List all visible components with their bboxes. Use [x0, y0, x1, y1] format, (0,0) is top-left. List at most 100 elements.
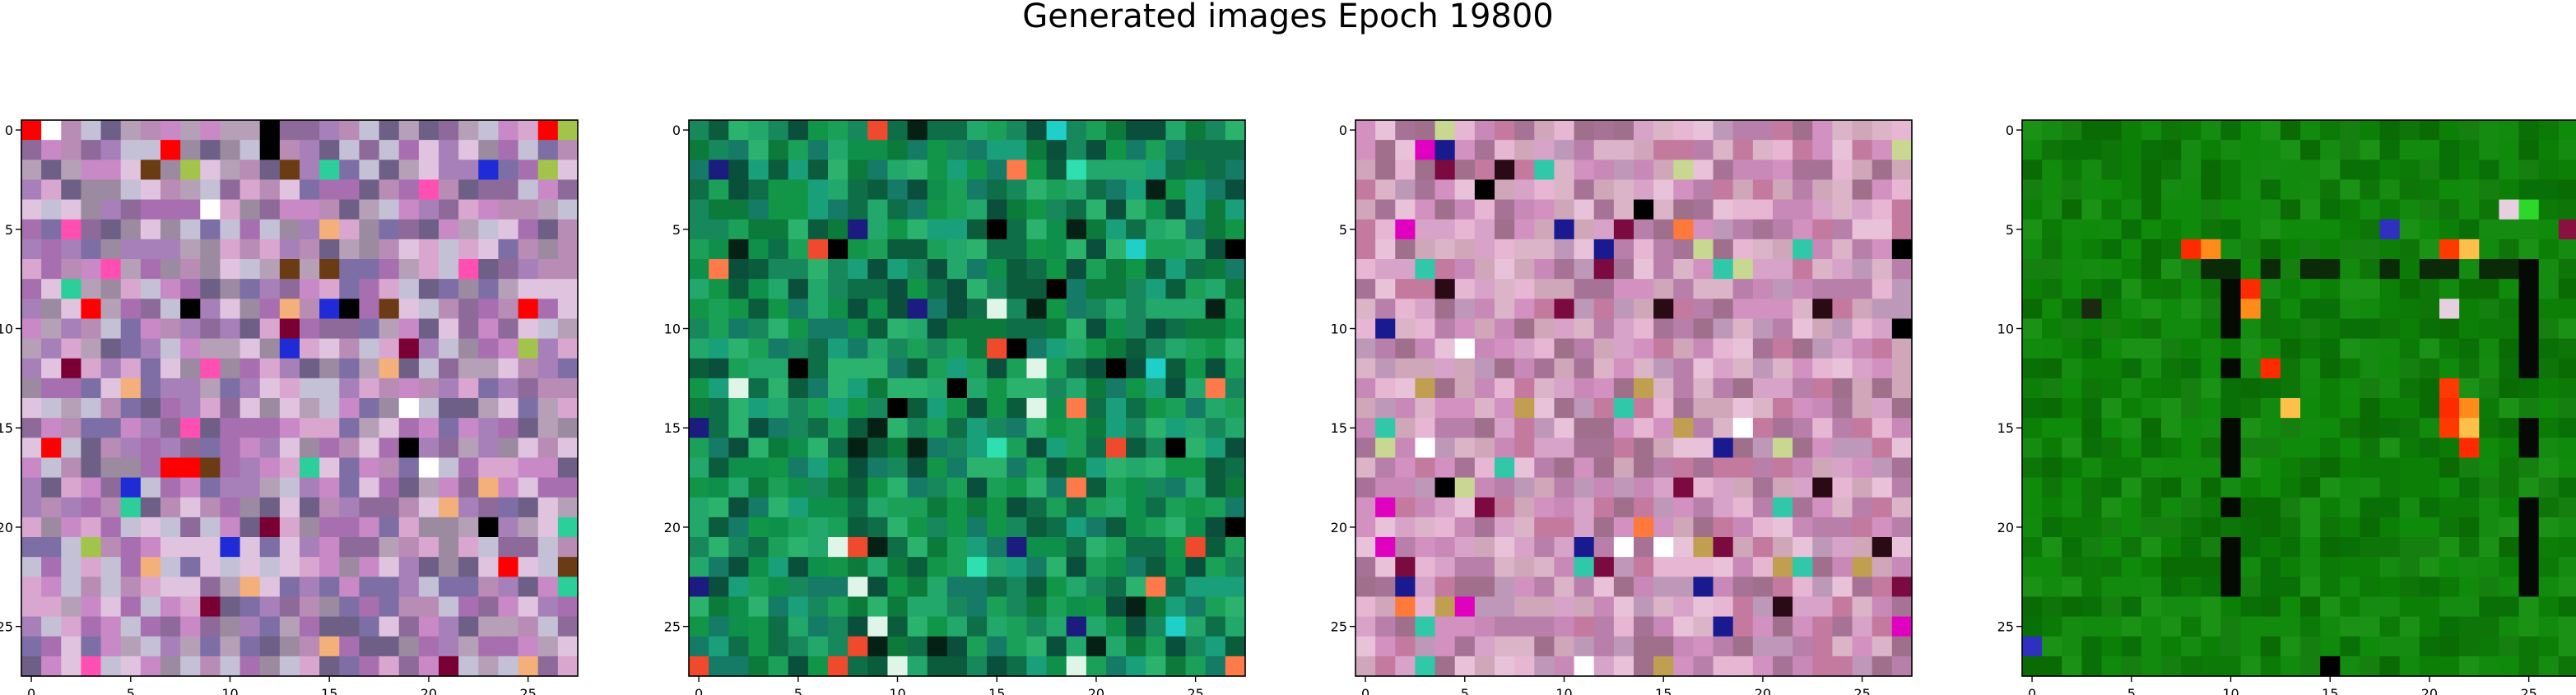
pixel: [1007, 299, 1028, 320]
pixel: [120, 577, 142, 598]
pixel: [1415, 358, 1436, 379]
pixel: [1574, 239, 1595, 260]
y-tick-label: 15: [1331, 420, 1347, 436]
pixel: [1812, 477, 1834, 498]
pixel: [1891, 398, 1913, 419]
pixel: [1732, 517, 1754, 538]
pixel: [1454, 636, 1476, 657]
pixel: [2260, 517, 2281, 538]
pixel: [518, 457, 539, 479]
pixel: [807, 140, 829, 160]
pixel: [748, 219, 770, 240]
pixel: [1415, 160, 1436, 181]
pixel: [1773, 636, 1793, 657]
pixel: [557, 299, 579, 320]
pixel: [1126, 477, 1146, 498]
pixel: [1732, 239, 1754, 260]
pixel: [1495, 398, 1515, 419]
pixel: [1852, 199, 1873, 220]
pixel: [2499, 299, 2520, 320]
pixel: [709, 199, 729, 220]
pixel: [180, 299, 201, 320]
pixel: [1375, 656, 1396, 677]
pixel: [2379, 219, 2401, 240]
pixel: [1653, 497, 1674, 518]
pixel: [2379, 596, 2401, 618]
pixel: [2518, 378, 2540, 399]
pixel: [1086, 179, 1107, 201]
x-tick-label: 10: [2222, 686, 2239, 695]
pixel: [828, 418, 849, 438]
pixel: [2022, 616, 2043, 637]
pixel: [180, 239, 201, 260]
pixel: [728, 358, 750, 379]
pixel: [2280, 636, 2301, 657]
pixel: [1495, 318, 1515, 340]
pixel: [239, 656, 261, 677]
pixel: [1812, 378, 1834, 399]
pixel: [21, 219, 42, 240]
pixel: [160, 398, 181, 419]
pixel: [848, 577, 868, 598]
pixel: [478, 616, 500, 637]
pixel: [2518, 318, 2540, 340]
pixel: [81, 120, 102, 141]
pixel: [100, 636, 122, 657]
pixel: [1454, 557, 1476, 577]
pixel: [946, 239, 968, 260]
pixel: [160, 239, 181, 260]
pixel: [2062, 557, 2083, 577]
pixel: [2459, 259, 2480, 280]
pixel: [2201, 636, 2222, 657]
pixel: [1653, 239, 1674, 260]
pixel: [359, 299, 380, 320]
pixel: [728, 160, 750, 181]
pixel: [2479, 318, 2500, 340]
pixel: [1732, 299, 1754, 320]
pixel: [160, 457, 181, 479]
pixel: [1634, 299, 1654, 320]
pixel: [1185, 398, 1207, 419]
pixel: [339, 199, 360, 220]
pixel: [1574, 179, 1595, 201]
pixel: [1832, 656, 1853, 677]
pixel: [1146, 557, 1167, 577]
pixel: [2558, 140, 2576, 160]
pixel: [1165, 398, 1187, 419]
pixel: [398, 438, 420, 459]
pixel: [2419, 219, 2440, 240]
pixel: [537, 477, 559, 498]
pixel: [2459, 577, 2480, 598]
pixel: [2479, 179, 2500, 201]
pixel: [398, 259, 420, 280]
pixel: [557, 318, 579, 340]
pixel: [100, 299, 122, 320]
pixel: [180, 497, 201, 518]
pixel: [160, 120, 181, 141]
pixel: [379, 557, 400, 577]
pixel: [887, 179, 909, 201]
pixel: [1355, 219, 1376, 240]
pixel: [180, 358, 201, 379]
pixel: [927, 596, 948, 618]
pixel: [1653, 418, 1674, 438]
pixel: [2518, 259, 2540, 280]
pixel: [140, 120, 161, 141]
pixel: [557, 596, 579, 618]
pixel: [359, 537, 380, 558]
pixel: [1673, 616, 1695, 637]
pixel: [2399, 358, 2420, 379]
pixel: [768, 338, 789, 359]
pixel: [1007, 656, 1028, 677]
pixel: [1086, 338, 1107, 359]
pixel: [1534, 219, 1555, 240]
pixel: [1732, 199, 1754, 220]
pixel: [319, 120, 340, 141]
pixel: [1613, 616, 1634, 637]
pixel: [1225, 219, 1246, 240]
pixel: [300, 279, 320, 299]
pixel: [2439, 160, 2460, 181]
pixel: [1732, 656, 1754, 677]
pixel: [1415, 219, 1436, 240]
pixel: [359, 239, 380, 260]
